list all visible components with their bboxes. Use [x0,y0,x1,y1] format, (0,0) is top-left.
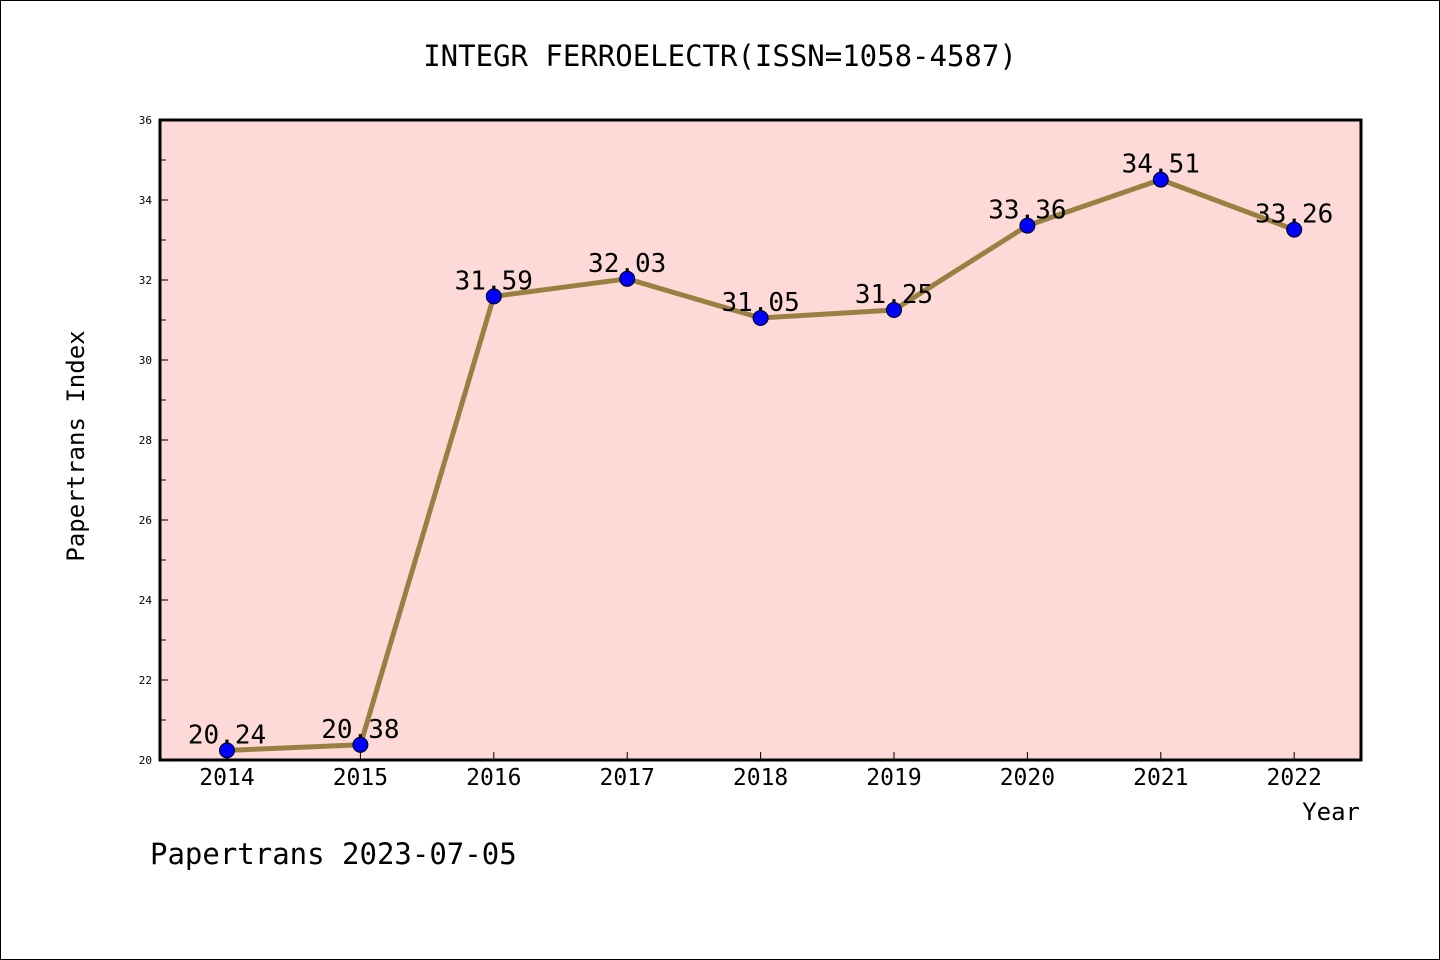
data-point [219,742,235,759]
y-tick-label: 36 [139,114,152,127]
chart-title: INTEGR FERROELECTR(ISSN=1058-4587) [423,39,1017,73]
y-axis-label: Papertrans Index [62,330,90,561]
y-tick-label: 26 [139,514,152,527]
data-point [485,288,502,305]
y-tick-label: 22 [139,674,152,687]
data-label: 34.51 [1122,150,1200,180]
x-tick-label: 2022 [1267,765,1322,791]
data-point [1286,221,1303,238]
y-tick-label: 30 [139,354,152,367]
x-tick-label: 2017 [600,765,655,791]
x-tick-label: 2016 [466,765,521,791]
series-group: 20.24 20.38 31.59 32.03 31.05 31.25 33.36 34.51… [188,150,1333,759]
data-label: 31.05 [721,288,799,318]
plot-area [160,120,1361,760]
y-tick-label: 28 [139,434,152,447]
x-tick-label: 2014 [199,765,254,791]
x-tick-label: 2019 [866,765,921,791]
y-tick-label: 24 [139,594,153,607]
x-tick-label: 2020 [1000,765,1055,791]
data-point [352,736,369,753]
plot-border [158,118,1363,762]
y-tick-label: 32 [139,274,152,287]
x-tick-label: 2018 [733,765,788,791]
data-label: 33.36 [988,196,1066,226]
data-label: 33.26 [1255,200,1333,230]
data-point [886,302,902,318]
data-label: 31.59 [455,266,533,296]
x-axis-ticks: 2014 2015 2016 2017 2018 2019 2020 2021 2022 [199,752,1322,791]
footer-watermark: Papertrans 2023-07-05 [150,837,517,871]
x-axis-label: Year [1302,798,1360,826]
data-point [619,270,636,287]
y-tick-label: 34 [139,194,153,207]
data-point [1152,171,1169,188]
data-label: 20.38 [321,715,399,745]
data-label: 20.24 [188,720,266,750]
data-label: 32.03 [588,249,666,279]
data-point [1019,217,1036,234]
data-point [752,310,769,326]
x-tick-label: 2021 [1133,765,1188,791]
y-tick-label: 20 [139,754,152,767]
data-label: 31.25 [855,280,933,310]
x-tick-label: 2015 [333,765,388,791]
